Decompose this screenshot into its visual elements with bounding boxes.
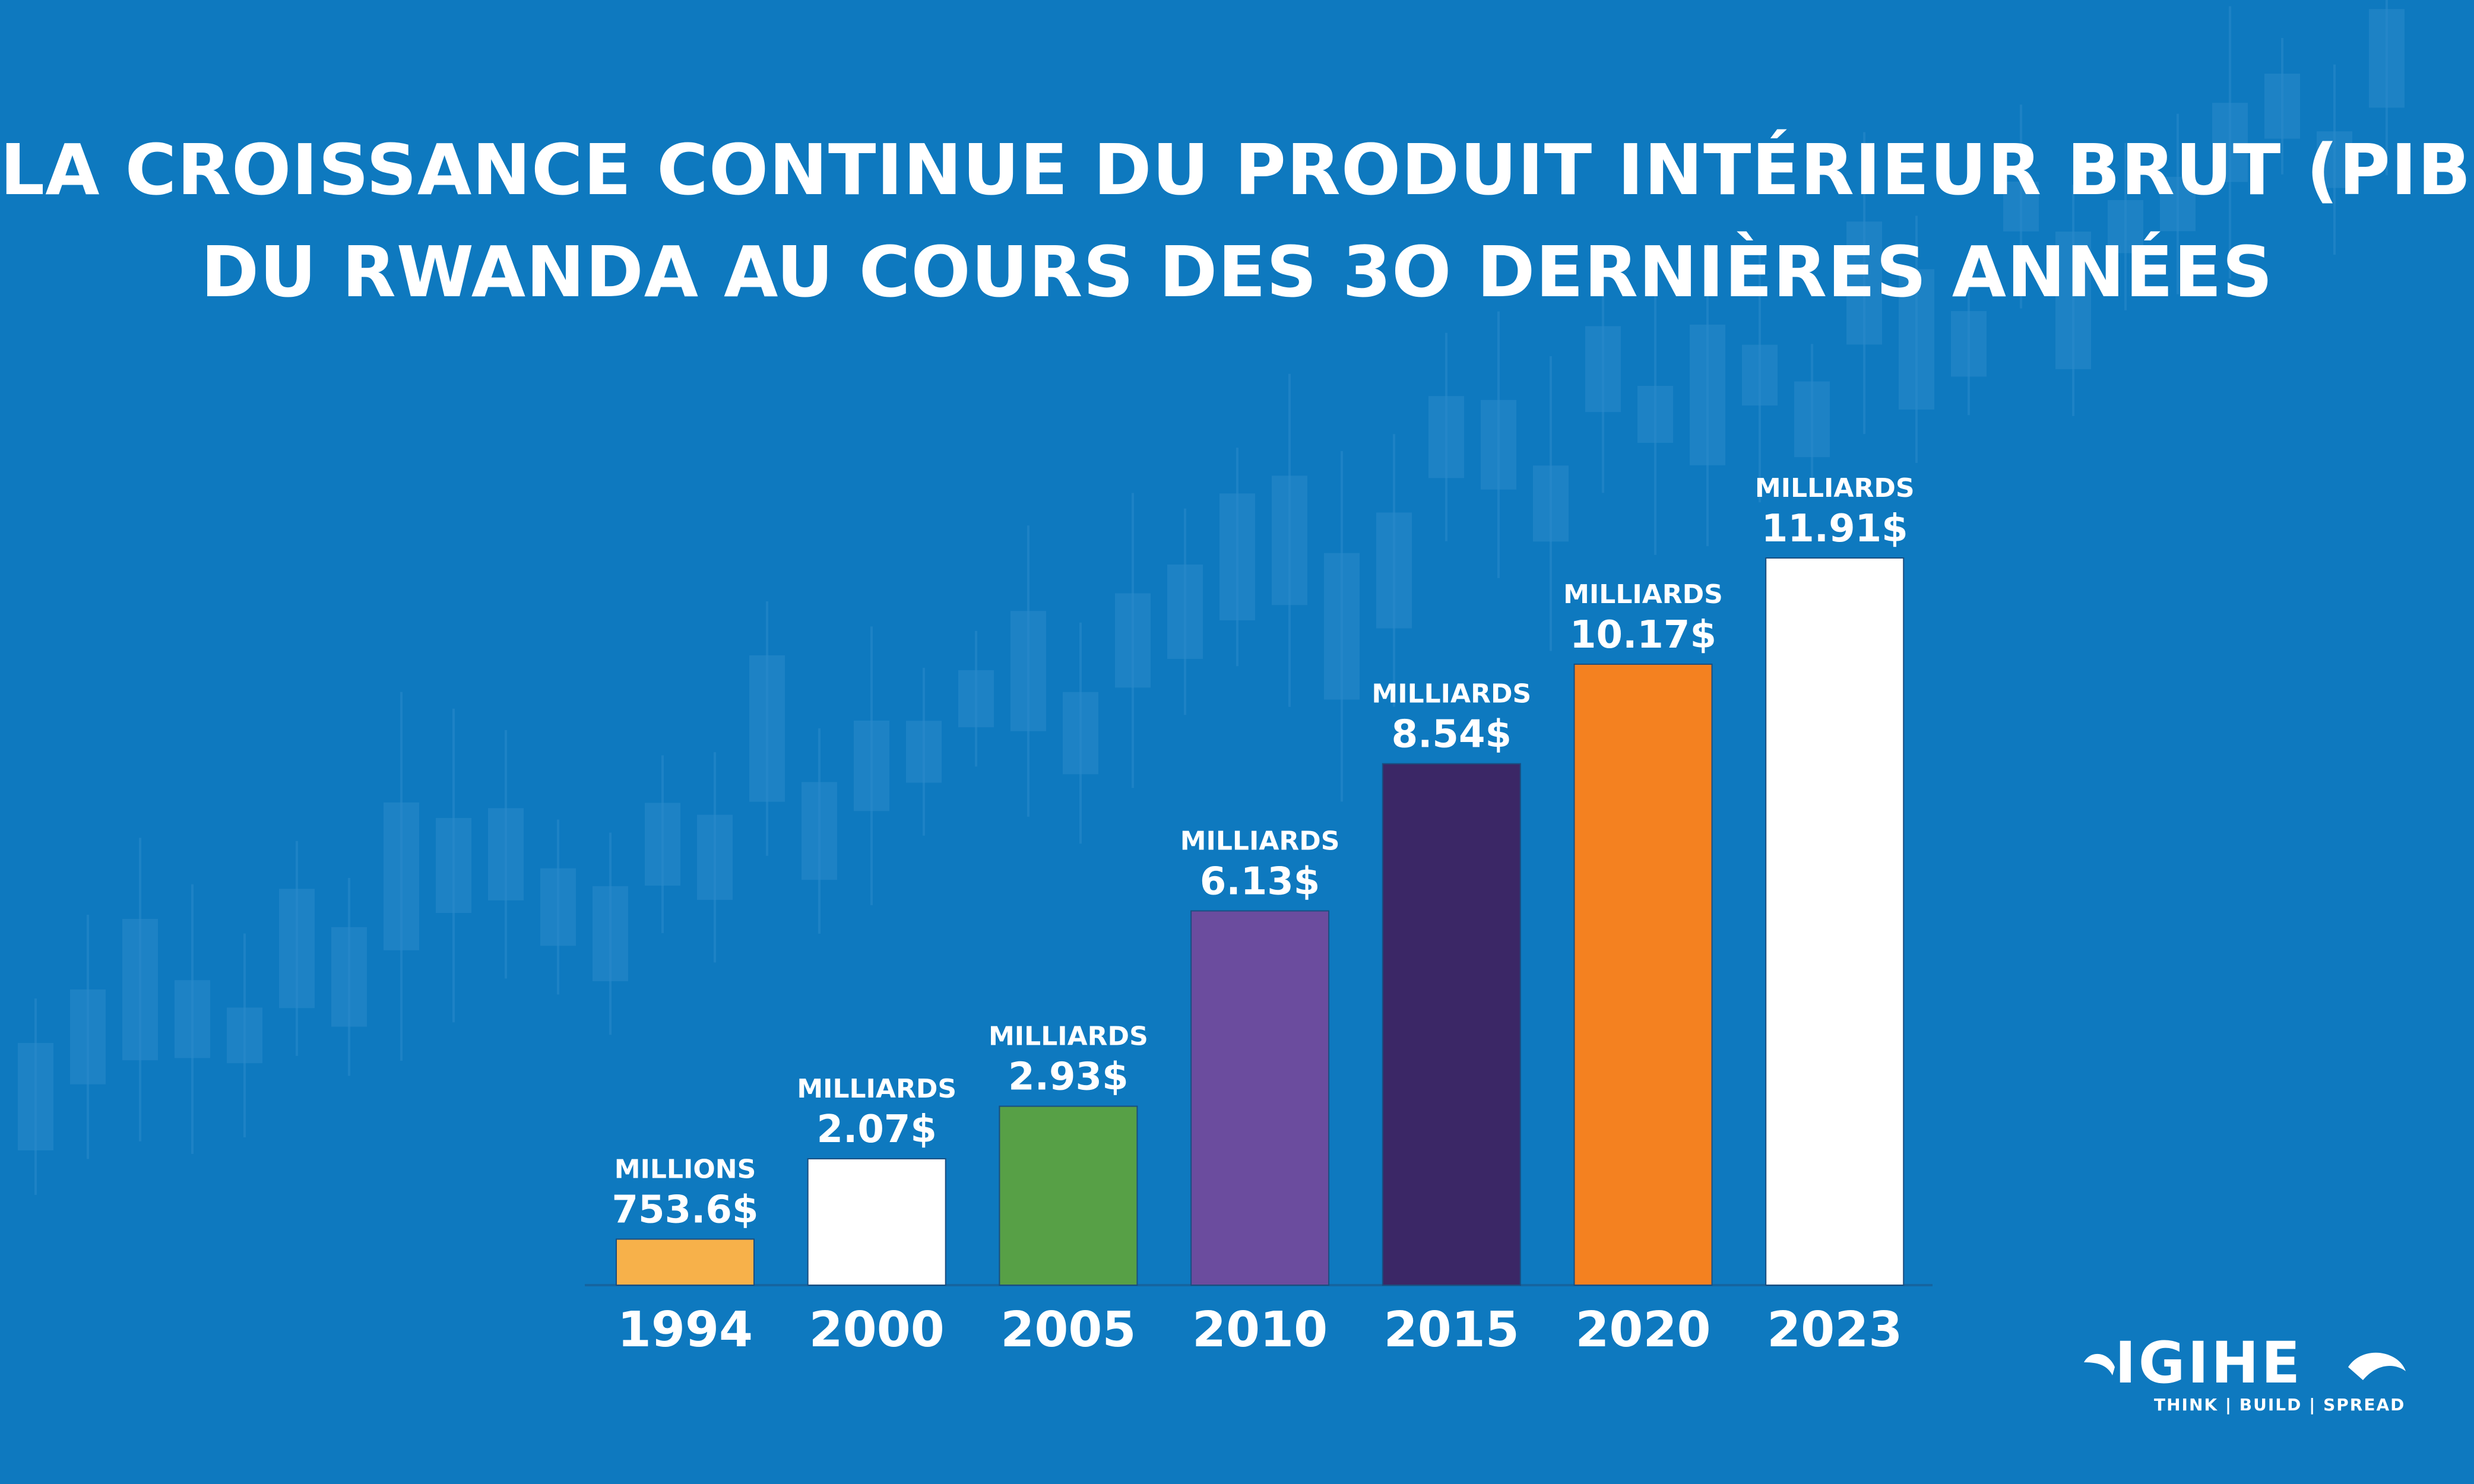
background-candle: [279, 841, 315, 1056]
x-tick-2000: 2000: [809, 1302, 945, 1358]
x-tick-2023: 2023: [1767, 1302, 1902, 1358]
chart-title: LA CROISSANCE CONTINUE DU PRODUIT INTÉRI…: [0, 119, 2474, 323]
x-tick-2010: 2010: [1192, 1302, 1328, 1358]
bar-2015: [1382, 763, 1521, 1286]
background-candle: [1219, 448, 1255, 667]
x-tick-1994: 1994: [617, 1302, 753, 1358]
background-candle: [1324, 451, 1360, 802]
background-candle: [18, 998, 53, 1195]
bar-2005: [999, 1105, 1138, 1286]
background-candle: [2160, 113, 2196, 294]
unit-label-1994: MILLIONS: [614, 1154, 756, 1184]
background-candle: [175, 884, 210, 1154]
bar-2020: [1573, 663, 1713, 1286]
background-candle: [1533, 356, 1569, 651]
value-label-2010: 6.13$: [1200, 860, 1320, 904]
background-candle: [1115, 493, 1151, 788]
logo-swoosh-icon: [2084, 1352, 2406, 1380]
background-candle: [1846, 132, 1882, 435]
unit-label-2010: MILLIARDS: [1180, 826, 1340, 857]
background-candle: [1272, 373, 1307, 707]
title-line-1: LA CROISSANCE CONTINUE DU PRODUIT INTÉRI…: [0, 129, 2474, 211]
background-candle: [1951, 272, 1987, 416]
background-candle: [1010, 525, 1046, 817]
background-candle: [1481, 311, 1516, 578]
background-candle: [2108, 142, 2143, 310]
value-label-1994: 753.6$: [612, 1188, 759, 1232]
unit-label-2020: MILLIARDS: [1563, 579, 1723, 610]
background-candle: [1167, 508, 1203, 715]
background-candle: [331, 877, 367, 1076]
background-candle: [958, 630, 994, 767]
background-candle: [2212, 6, 2248, 279]
value-label-2000: 2.07$: [816, 1108, 936, 1152]
background-candle: [2055, 185, 2091, 416]
logo-word: IGIHE: [2115, 1330, 2303, 1396]
background-candle: [697, 752, 733, 963]
unit-label-2015: MILLIARDS: [1371, 679, 1531, 709]
bar-2023: [1765, 557, 1905, 1286]
value-label-2023: 11.91$: [1762, 507, 1908, 551]
background-candle: [2369, 0, 2405, 176]
logo-tagline: THINK | BUILD | SPREAD: [2154, 1395, 2406, 1415]
background-candle: [227, 933, 262, 1137]
value-label-2015: 8.54$: [1392, 713, 1512, 757]
background-candle: [645, 755, 680, 933]
background-candle: [593, 832, 628, 1035]
igihe-logo: IGIHE THINK | BUILD | SPREAD: [2078, 1330, 2410, 1422]
title-line-2: DU RWANDA AU COURS DES 3O DERNIÈRES ANNÉ…: [201, 231, 2273, 313]
background-candle: [802, 728, 837, 934]
background-candle: [749, 601, 785, 856]
background-candle: [2003, 104, 2039, 309]
background-candle: [540, 819, 576, 995]
background-candle: [906, 668, 942, 836]
unit-label-2000: MILLIARDS: [797, 1074, 956, 1104]
bar-2000: [807, 1158, 946, 1286]
background-candle: [854, 626, 889, 905]
bar-1994: [616, 1238, 755, 1286]
unit-label-2023: MILLIARDS: [1755, 473, 1915, 503]
background-candle: [1690, 243, 1725, 547]
background-candle: [436, 708, 471, 1023]
unit-label-2005: MILLIARDS: [989, 1022, 1148, 1052]
value-label-2020: 10.17$: [1570, 613, 1716, 657]
background-candle: [70, 915, 106, 1159]
background-candle: [1637, 274, 1673, 555]
bar-2010: [1190, 910, 1330, 1286]
x-tick-2015: 2015: [1384, 1302, 1519, 1358]
background-candle: [2317, 64, 2352, 255]
background-candle: [2264, 37, 2300, 175]
background-candle: [122, 838, 158, 1141]
background-candle: [1794, 344, 1830, 495]
background-candle: [1899, 215, 1934, 463]
x-tick-2020: 2020: [1575, 1302, 1710, 1358]
background-candle: [1063, 622, 1098, 844]
x-tick-2005: 2005: [1000, 1302, 1136, 1358]
background-candle: [1376, 434, 1412, 707]
background-candle: [1428, 332, 1464, 541]
background-candle: [384, 692, 419, 1061]
background-candle: [488, 730, 524, 979]
background-candle: [1742, 248, 1778, 503]
background-candle: [1585, 245, 1621, 493]
value-label-2005: 2.93$: [1008, 1055, 1128, 1099]
